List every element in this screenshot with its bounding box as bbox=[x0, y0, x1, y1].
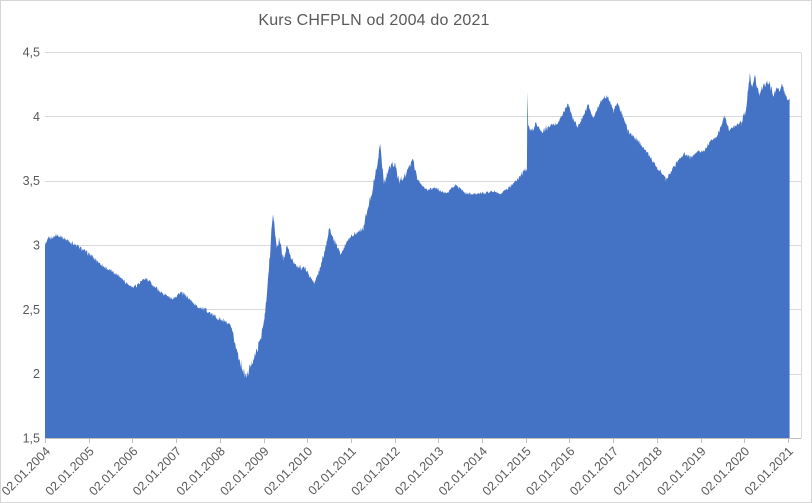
chart-title: Kurs CHFPLN od 2004 do 2021 bbox=[258, 12, 490, 29]
y-axis-label: 4,5 bbox=[23, 45, 40, 59]
y-axis-label: 3,5 bbox=[23, 174, 40, 188]
y-axis-label: 4 bbox=[33, 110, 40, 124]
y-axis-label: 3 bbox=[33, 238, 40, 252]
y-axis-label: 1,5 bbox=[23, 432, 40, 446]
y-axis-label: 2,5 bbox=[23, 303, 40, 317]
y-axis-label: 2 bbox=[33, 367, 40, 381]
area-series bbox=[45, 73, 790, 439]
